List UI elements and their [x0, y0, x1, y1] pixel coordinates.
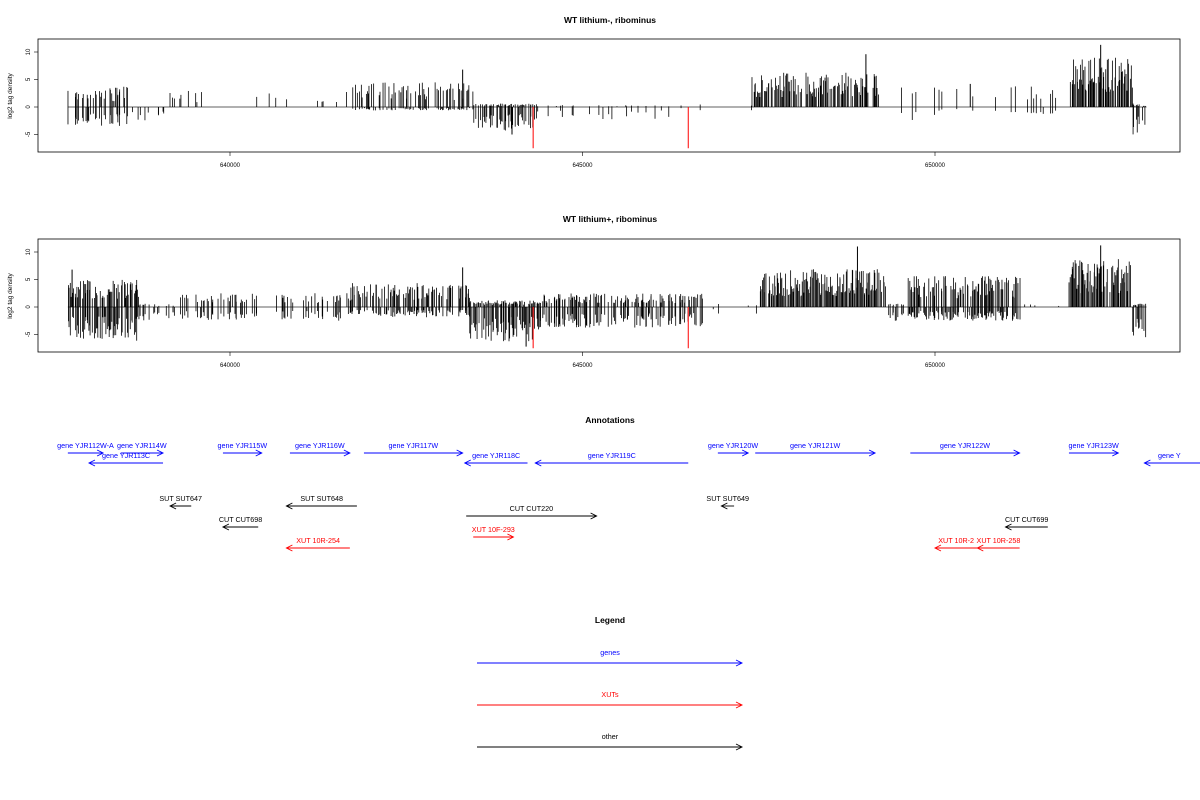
feature-arrow	[473, 533, 515, 541]
feature-label: XUT 10R-2	[938, 536, 974, 545]
y-tick-label: 10	[26, 48, 32, 55]
axis-ticks: 640000 645000 650000 -5 0 5 10	[26, 48, 946, 169]
y-axis-label: log2 tag density	[7, 72, 14, 118]
feature-arrow	[933, 544, 978, 552]
feature-label: gene YJR120W	[708, 441, 758, 450]
chart-title: WT lithium+, ribominus	[563, 214, 657, 224]
y-tick-label: -5	[26, 131, 32, 137]
feature-arrow	[87, 459, 164, 467]
feature-arrow	[755, 449, 877, 457]
feature-arrow	[222, 449, 263, 457]
legend-arrow	[477, 659, 744, 667]
y-tick-label: 0	[26, 305, 32, 309]
feature-label: gene YJR112W-A	[57, 441, 114, 450]
y-tick-label: 0	[26, 105, 32, 109]
feature-label: SUT SUT647	[159, 494, 202, 503]
legend-label: other	[602, 732, 619, 741]
feature-arrow	[169, 502, 192, 510]
feature-arrow	[910, 449, 1021, 457]
x-tick-label: 640000	[220, 363, 241, 369]
feature-arrow	[717, 449, 750, 457]
feature-label: gene YJR114W	[117, 441, 167, 450]
plot-frame	[37, 38, 1181, 153]
legend-label: genes	[600, 648, 620, 657]
x-tick-label: 645000	[572, 163, 593, 169]
feature-label: gene YJR118C	[472, 451, 520, 460]
feature-label: SUT SUT648	[300, 494, 343, 503]
y-tick-label: 5	[26, 277, 32, 281]
feature-label: gene YJR115W	[217, 441, 267, 450]
feature-label: CUT CUT699	[1005, 515, 1048, 524]
feature-arrow	[363, 449, 464, 457]
y-tick-label: -5	[26, 331, 32, 337]
feature-arrow	[1004, 523, 1048, 531]
legend-arrow	[477, 701, 744, 709]
feature-arrow	[285, 544, 350, 552]
axis-ticks: 640000 645000 650000 -5 0 5 10	[26, 248, 946, 369]
chart-panel-lithium-minus: WT lithium-, ribominus log2 tag density …	[7, 15, 1181, 169]
feature-label: gene YJR123W	[1069, 441, 1119, 450]
feature-arrow	[120, 449, 165, 457]
legend-items: genes XUTs other	[477, 648, 744, 751]
feature-label: gene YJR116W	[295, 441, 345, 450]
feature-label: gene YJR119C	[588, 451, 636, 460]
feature-label: gene YJR113C	[102, 451, 150, 460]
feature-arrow	[221, 523, 259, 531]
bars-layer	[67, 245, 1147, 349]
feature-arrow	[720, 502, 735, 510]
feature-arrow	[67, 449, 105, 457]
feature-arrow	[463, 459, 528, 467]
annotations-title: Annotations	[585, 415, 635, 425]
annotations-track: Annotations gene YJR112W-A gene YJR114Wge…	[57, 415, 1200, 552]
feature-arrow	[466, 512, 598, 520]
feature-label: XUT 10F-293	[472, 525, 515, 534]
feature-arrow	[285, 502, 357, 510]
feature-label: CUT CUT220	[510, 504, 553, 513]
x-tick-label: 650000	[925, 163, 946, 169]
bars-layer	[67, 44, 1147, 149]
plot-frame	[37, 238, 1181, 353]
feature-arrow	[289, 449, 351, 457]
legend-title: Legend	[595, 615, 625, 625]
feature-label: XUT 10R-258	[977, 536, 1021, 545]
y-tick-label: 5	[26, 77, 32, 81]
feature-label: XUT 10R-254	[296, 536, 340, 545]
feature-label: gene YJR122W	[940, 441, 990, 450]
x-tick-label: 645000	[572, 363, 593, 369]
y-tick-label: 10	[26, 248, 32, 255]
feature-label: SUT SUT649	[706, 494, 749, 503]
feature-arrow	[976, 544, 1020, 552]
legend: Legend genes XUTs other	[477, 615, 744, 751]
feature-arrow	[534, 459, 689, 467]
feature-label: CUT CUT698	[219, 515, 262, 524]
feature-arrow	[1143, 459, 1200, 467]
chart-panel-lithium-plus: WT lithium+, ribominus log2 tag density …	[7, 214, 1181, 369]
chart-title: WT lithium-, ribominus	[564, 15, 656, 25]
feature-label: gene Y	[1158, 451, 1181, 460]
x-tick-label: 650000	[925, 363, 946, 369]
legend-label: XUTs	[601, 690, 619, 699]
legend-arrow	[477, 743, 744, 751]
feature-label: gene YJR117W	[388, 441, 438, 450]
y-axis-label: log2 tag density	[7, 272, 14, 318]
feature-arrow	[1068, 449, 1120, 457]
x-tick-label: 640000	[220, 163, 241, 169]
feature-label: gene YJR121W	[790, 441, 840, 450]
